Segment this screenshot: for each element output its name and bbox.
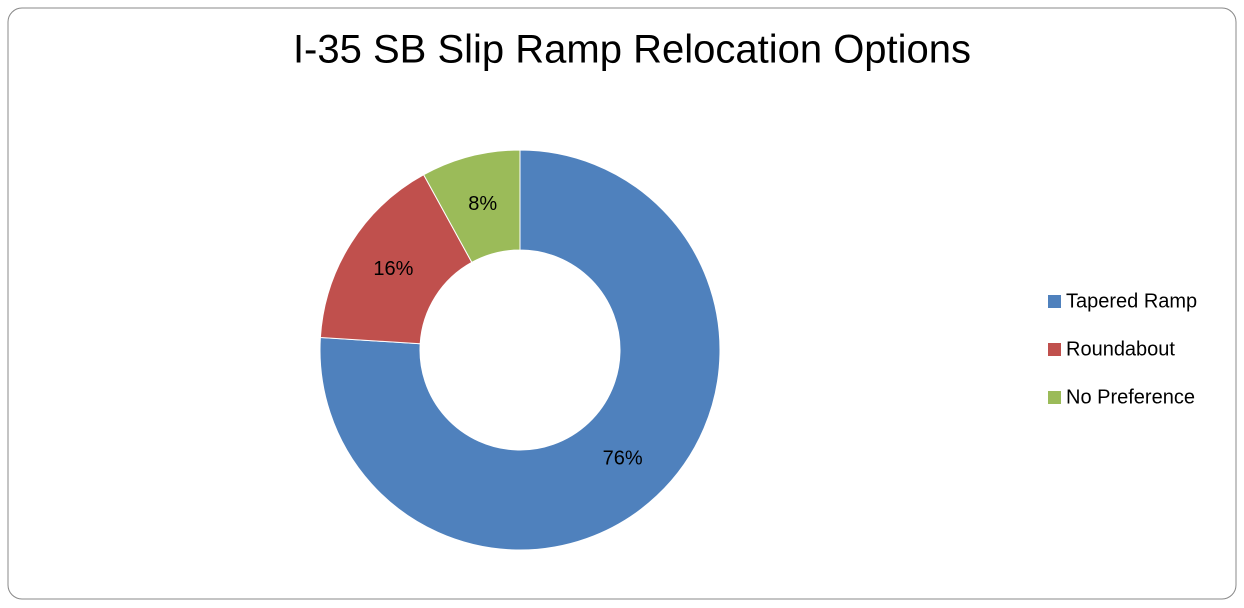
- legend-swatch: [1048, 343, 1061, 356]
- legend-swatch: [1048, 391, 1061, 404]
- donut-slice: [422, 149, 521, 264]
- data-label: 76%: [603, 448, 643, 470]
- legend-label: Tapered Ramp: [1066, 290, 1197, 312]
- legend-label: No Preference: [1066, 386, 1195, 408]
- chart-title: I-35 SB Slip Ramp Relocation Options: [293, 28, 971, 72]
- data-label: 16%: [373, 258, 413, 280]
- legend-label: Roundabout: [1066, 338, 1175, 360]
- data-label: 8%: [468, 193, 497, 215]
- legend-swatch: [1048, 295, 1061, 308]
- donut-slice: [319, 174, 473, 345]
- donut-slice: [319, 149, 721, 551]
